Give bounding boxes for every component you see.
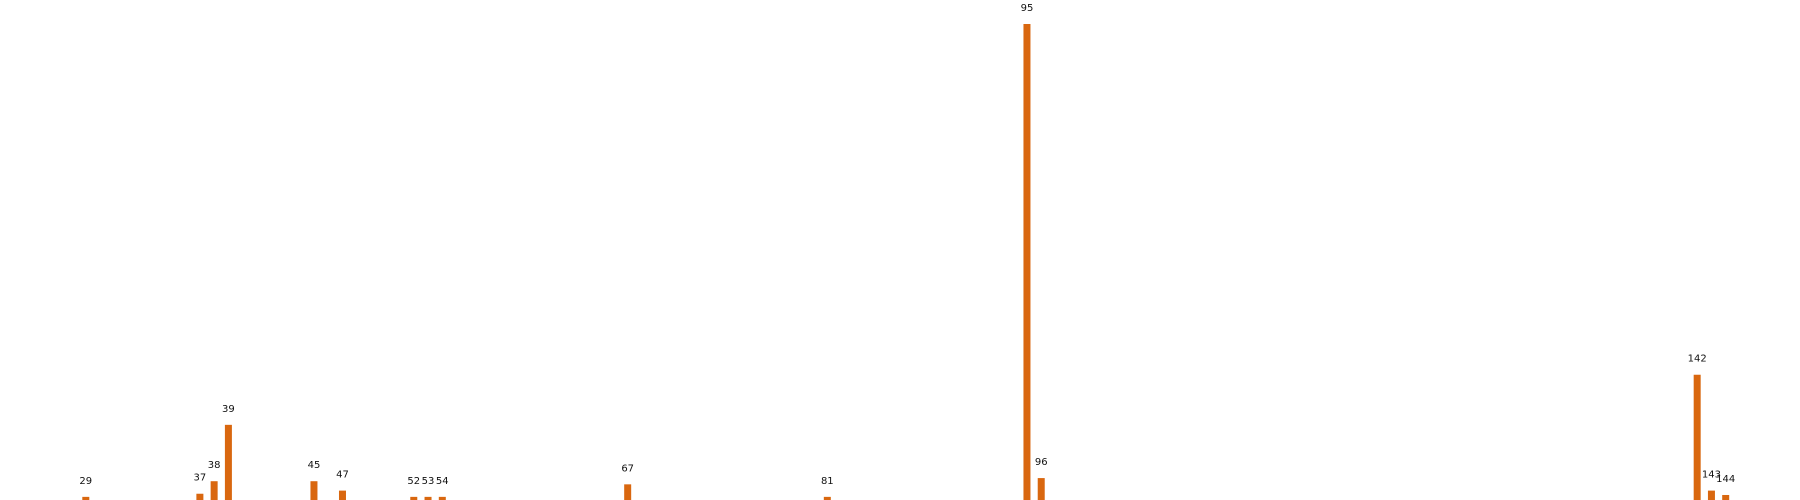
data-label-45: 45	[308, 460, 321, 471]
data-label-37: 37	[194, 473, 207, 484]
data-label-29: 29	[79, 476, 92, 487]
data-label-52: 52	[407, 476, 420, 487]
bar-39	[224, 424, 232, 500]
bar-52	[410, 496, 418, 500]
data-label-95: 95	[1021, 3, 1034, 14]
bar-38	[210, 481, 218, 500]
data-label-142: 142	[1688, 354, 1707, 365]
data-label-144: 144	[1716, 474, 1735, 485]
bar-47	[338, 490, 346, 500]
bar-96	[1037, 478, 1045, 500]
data-label-67: 67	[621, 463, 634, 474]
bar-53	[424, 496, 432, 500]
bar-45	[310, 481, 318, 500]
bar-67	[624, 484, 632, 500]
bar-144	[1722, 494, 1730, 500]
data-label-143: 143	[1702, 470, 1721, 481]
data-label-38: 38	[208, 460, 221, 471]
bar-95	[1023, 24, 1031, 500]
data-label-54: 54	[436, 476, 449, 487]
bar-54	[438, 496, 446, 500]
data-label-81: 81	[821, 476, 834, 487]
data-label-53: 53	[422, 476, 435, 487]
bars-layer	[82, 24, 1730, 500]
bar-142	[1693, 374, 1701, 500]
bar-37	[196, 493, 204, 500]
bar-143	[1707, 490, 1715, 500]
data-label-96: 96	[1035, 457, 1048, 468]
bar-29	[82, 496, 90, 500]
data-label-47: 47	[336, 470, 349, 481]
bar-81	[823, 496, 831, 500]
data-label-39: 39	[222, 404, 235, 415]
